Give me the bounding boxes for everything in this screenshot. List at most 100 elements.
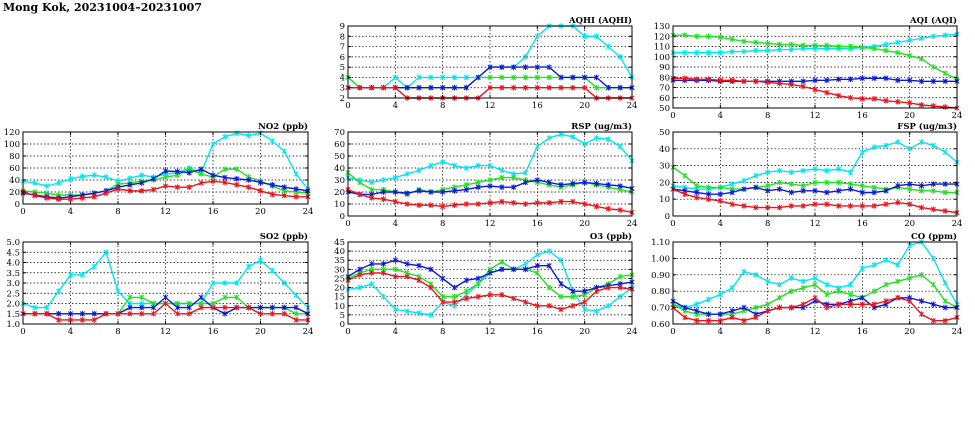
x-tick-label: 12: [485, 327, 496, 337]
x-tick-label: 8: [115, 207, 120, 217]
data-point: [836, 92, 842, 99]
data-point: [617, 293, 623, 300]
data-point: [812, 179, 818, 186]
data-point: [174, 310, 180, 317]
data-point: [824, 201, 830, 208]
data-point: [416, 167, 422, 174]
data-point: [847, 203, 854, 209]
data-point: [428, 84, 434, 91]
y-tick-label: 20: [334, 188, 345, 198]
data-point: [174, 304, 180, 311]
y-tick-label: 0.70: [651, 304, 670, 314]
data-point: [475, 179, 481, 186]
data-point: [741, 177, 747, 184]
data-point: [765, 47, 771, 54]
x-tick-label: 12: [160, 207, 171, 217]
data-point: [907, 201, 913, 208]
data-point: [534, 200, 540, 206]
data-point: [717, 311, 723, 317]
x-tick-label: 0: [20, 207, 25, 217]
data-point: [883, 188, 889, 194]
y-tick-label: 20: [334, 284, 345, 294]
data-point: [859, 294, 865, 301]
data-point: [605, 84, 611, 91]
data-point: [812, 201, 818, 208]
data-point: [741, 78, 747, 85]
data-point: [930, 255, 936, 262]
data-point: [729, 308, 735, 314]
data-point: [907, 275, 913, 281]
data-point: [511, 174, 517, 181]
data-point: [918, 35, 925, 42]
data-point: [79, 310, 85, 317]
data-point: [918, 182, 925, 189]
data-point: [546, 248, 552, 254]
data-point: [942, 189, 948, 196]
chart-title: O3 (ppb): [590, 231, 632, 242]
data-point: [56, 317, 62, 323]
data-point: [440, 275, 446, 282]
data-point: [463, 74, 469, 81]
data-point: [694, 189, 700, 196]
y-tick-label: 130: [654, 22, 670, 32]
data-point: [582, 306, 588, 313]
data-point: [534, 251, 540, 258]
data-point: [546, 284, 552, 291]
data-point: [511, 295, 517, 302]
data-point: [907, 181, 913, 187]
page-title: Mong Kok, 20231004–20231007: [3, 1, 202, 14]
data-point: [269, 138, 275, 144]
data-point: [942, 208, 948, 214]
data-point: [753, 78, 759, 85]
data-point: [499, 292, 505, 298]
data-point: [788, 304, 794, 311]
y-tick-label: 0.90: [651, 271, 670, 281]
data-point: [210, 172, 216, 178]
data-point: [847, 43, 854, 50]
data-point: [269, 304, 275, 311]
data-point: [511, 74, 517, 81]
data-point: [558, 84, 564, 91]
data-point: [463, 186, 469, 193]
data-point: [44, 195, 50, 201]
y-tick-label: 4.0: [6, 259, 20, 269]
data-point: [246, 132, 252, 139]
data-point: [428, 284, 434, 291]
data-point: [546, 302, 552, 309]
data-point: [234, 280, 240, 286]
x-tick-label: 4: [393, 101, 398, 111]
data-point: [404, 201, 410, 207]
chart-title: NO2 (ppb): [258, 121, 308, 132]
x-tick-label: 0: [20, 327, 25, 337]
y-tick-label: 9: [340, 22, 345, 32]
y-tick-label: 60: [659, 94, 670, 104]
data-point: [918, 139, 925, 145]
data-point: [942, 78, 948, 85]
data-point: [151, 304, 157, 311]
data-point: [534, 33, 540, 40]
data-point: [753, 172, 759, 179]
data-point: [222, 174, 228, 181]
data-point: [918, 311, 925, 317]
chart-title: FSP (ug/m3): [897, 121, 957, 132]
data-point: [487, 270, 493, 276]
data-point: [210, 178, 216, 184]
data-point: [222, 310, 228, 317]
x-tick-label: 8: [765, 111, 770, 121]
data-point: [812, 77, 818, 84]
data-point: [765, 40, 771, 47]
data-point: [293, 186, 299, 192]
data-point: [428, 189, 434, 195]
data-point: [605, 206, 611, 212]
data-point: [694, 33, 700, 40]
data-point: [210, 304, 216, 311]
data-point: [440, 189, 446, 195]
y-tick-label: 25: [334, 274, 345, 284]
y-tick-label: 80: [659, 73, 670, 83]
data-point: [942, 181, 948, 187]
data-point: [741, 38, 747, 45]
data-point: [776, 179, 783, 186]
data-point: [824, 77, 830, 84]
data-point: [682, 314, 688, 321]
data-point: [499, 198, 505, 205]
